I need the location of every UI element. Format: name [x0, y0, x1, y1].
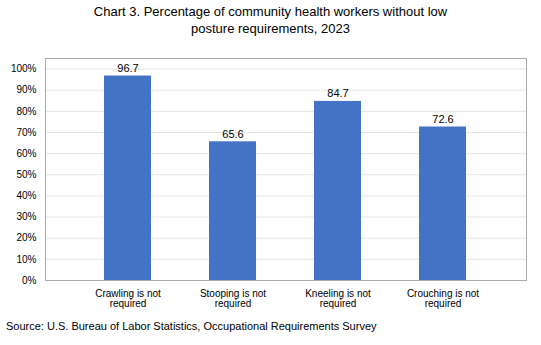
- svg-text:30%: 30%: [16, 211, 36, 222]
- svg-text:96.7: 96.7: [117, 62, 138, 74]
- svg-text:Crouching is notrequired: Crouching is notrequired: [407, 287, 479, 308]
- svg-text:70%: 70%: [16, 126, 36, 137]
- svg-text:40%: 40%: [16, 190, 36, 201]
- svg-text:Crawling is notrequired: Crawling is notrequired: [95, 287, 161, 308]
- svg-text:84.7: 84.7: [327, 87, 348, 99]
- html-text:Source: U.S. Bureau of Labor S: Source: U.S. Bureau of Labor Statistics,…: [6, 319, 377, 332]
- svg-text:60%: 60%: [16, 148, 36, 159]
- svg-text:90%: 90%: [16, 84, 36, 95]
- svg-text:80%: 80%: [16, 105, 36, 116]
- svg-text:50%: 50%: [16, 169, 36, 180]
- html-text:Chart 3. Percentage of communi: Chart 3. Percentage of community health …: [93, 4, 448, 36]
- svg-text:20%: 20%: [16, 232, 36, 243]
- svg-text:Stooping is notrequired: Stooping is notrequired: [200, 287, 266, 308]
- svg-text:65.6: 65.6: [222, 128, 243, 140]
- svg-text:Kneeling is notrequired: Kneeling is notrequired: [305, 287, 371, 308]
- svg-text:10%: 10%: [16, 253, 36, 264]
- svg-text:100%: 100%: [11, 63, 37, 74]
- svg-text:0%: 0%: [22, 274, 37, 285]
- svg-text:72.6: 72.6: [432, 113, 453, 125]
